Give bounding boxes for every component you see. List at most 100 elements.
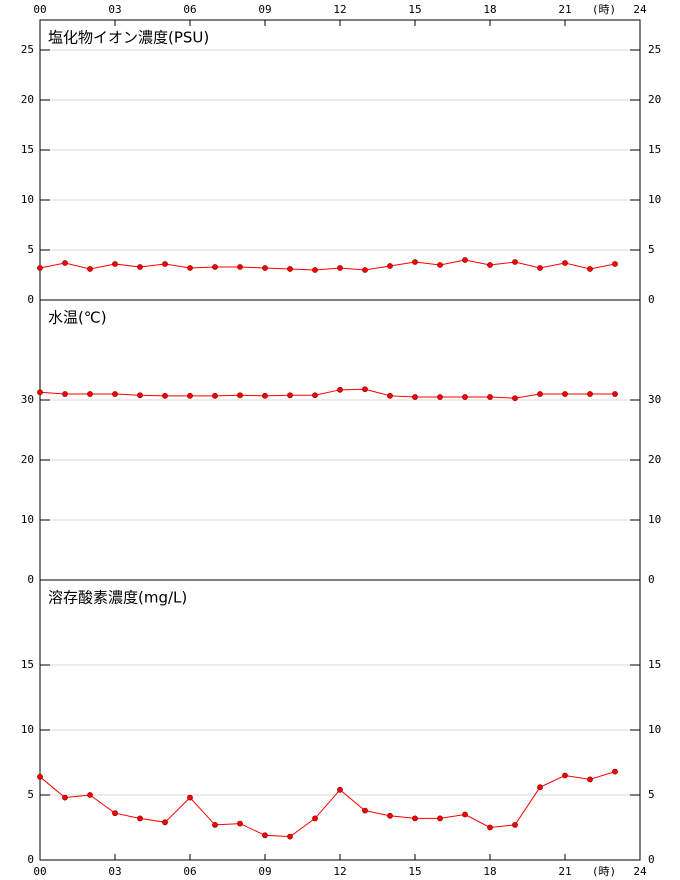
data-point <box>262 832 268 839</box>
plot-frame <box>39 579 641 861</box>
y-tick-label: 20 <box>648 93 661 106</box>
x-tick-label: 00 <box>33 3 46 16</box>
data-line <box>39 388 615 399</box>
data-point <box>112 391 118 397</box>
y-tick-label: 5 <box>648 788 655 801</box>
data-point <box>212 264 218 270</box>
data-point <box>287 833 293 840</box>
y-tick-label: 15 <box>21 143 34 156</box>
data-point <box>362 267 368 273</box>
data-point <box>62 260 68 266</box>
data-point <box>387 263 393 269</box>
x-unit: (時) <box>592 3 616 16</box>
data-point <box>162 392 168 399</box>
data-point <box>612 768 618 775</box>
data-point <box>562 260 568 266</box>
y-tick-label: 15 <box>648 658 661 671</box>
y-tick-label: 0 <box>27 293 34 306</box>
y-tick-label: 0 <box>27 853 34 866</box>
data-line <box>39 771 616 838</box>
data-point <box>187 794 193 801</box>
data-point <box>37 389 43 396</box>
data-point <box>537 265 543 271</box>
data-point <box>312 267 318 273</box>
data-point <box>587 776 593 783</box>
x-tick-label: 03 <box>108 865 121 878</box>
data-point <box>512 822 518 828</box>
data-point <box>412 259 418 265</box>
data-point <box>562 391 568 397</box>
data-point <box>237 820 243 827</box>
x-tick-label: 24 <box>633 3 647 16</box>
data-point <box>112 810 118 817</box>
data-point <box>512 259 518 265</box>
x-tick-label: 24 <box>633 865 647 878</box>
data-point <box>62 794 68 801</box>
y-tick-label: 20 <box>21 453 34 466</box>
data-point <box>362 807 368 814</box>
data-point <box>212 392 218 399</box>
x-tick-label: 06 <box>183 3 196 16</box>
data-point <box>137 264 143 270</box>
panel-title: 塩化物イオン濃度(PSU) <box>48 29 209 47</box>
data-point <box>87 391 93 397</box>
data-point <box>112 261 118 267</box>
y-tick-label: 0 <box>648 293 655 306</box>
y-tick-label: 0 <box>648 573 655 586</box>
y-tick-label: 25 <box>648 43 661 56</box>
y-tick-label: 10 <box>21 723 34 736</box>
y-tick-label: 25 <box>21 43 34 56</box>
data-point <box>337 786 343 793</box>
y-tick-label: 15 <box>648 143 661 156</box>
y-tick-label: 30 <box>648 393 661 406</box>
data-point <box>387 392 393 399</box>
data-point <box>312 815 318 822</box>
data-point <box>162 261 168 267</box>
x-tick-label: 18 <box>483 3 496 16</box>
data-point <box>62 391 68 397</box>
data-point <box>312 392 318 399</box>
data-point <box>487 824 493 831</box>
x-tick-label: 18 <box>483 865 496 878</box>
y-tick-label: 30 <box>21 393 34 406</box>
y-tick-label: 10 <box>21 513 34 526</box>
data-point <box>462 257 468 263</box>
data-point <box>337 265 343 271</box>
data-point <box>612 391 618 397</box>
data-point <box>537 784 543 791</box>
data-point <box>387 812 393 819</box>
data-point <box>137 392 143 399</box>
data-point <box>262 392 268 399</box>
x-tick-label: 15 <box>408 3 421 16</box>
data-point <box>587 266 593 272</box>
data-point <box>162 819 168 826</box>
data-point <box>487 394 493 400</box>
data-point <box>262 265 268 271</box>
x-tick-label: 12 <box>333 3 346 16</box>
x-tick-label: 15 <box>408 865 421 878</box>
x-tick-label: 00 <box>33 865 46 878</box>
data-point <box>187 265 193 271</box>
data-point <box>537 391 543 397</box>
x-tick-label: 21 <box>558 3 571 16</box>
data-point <box>612 261 618 267</box>
data-point <box>462 811 468 818</box>
x-tick-label: 09 <box>258 3 271 16</box>
y-tick-label: 5 <box>27 243 34 256</box>
data-point <box>87 266 93 272</box>
data-point <box>337 386 343 393</box>
x-unit: (時) <box>592 865 616 878</box>
y-tick-label: 20 <box>21 93 34 106</box>
data-point <box>87 792 93 798</box>
data-point <box>562 772 568 779</box>
data-point <box>487 262 493 268</box>
data-point <box>237 392 243 399</box>
y-tick-label: 15 <box>21 658 34 671</box>
data-point <box>287 266 293 272</box>
x-tick-label: 12 <box>333 865 346 878</box>
data-point <box>212 822 218 828</box>
data-point <box>412 815 418 822</box>
y-tick-label: 10 <box>648 513 661 526</box>
data-point <box>437 394 443 400</box>
